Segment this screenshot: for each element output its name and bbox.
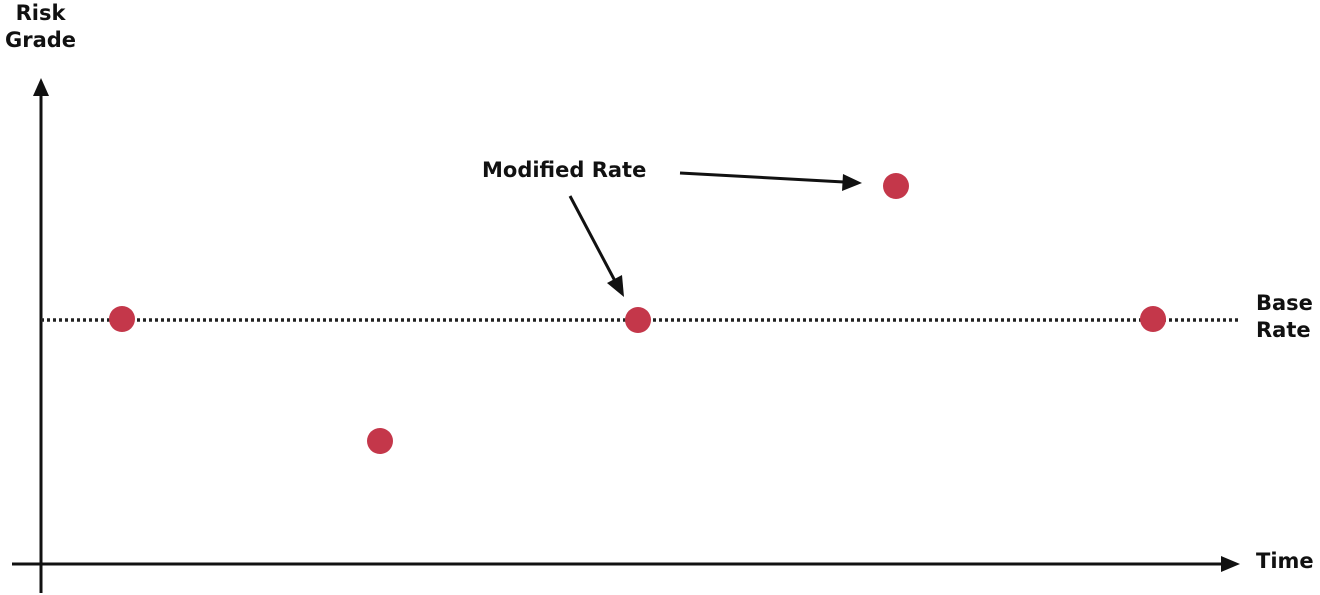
annotation-arrow-right — [679, 171, 845, 184]
modified-rate-label: Modified Rate — [482, 158, 647, 182]
base-rate-label: Base Rate — [1256, 290, 1313, 344]
base-rate-label-line1: Base — [1256, 291, 1313, 315]
base-rate-label-line2: Rate — [1256, 318, 1311, 342]
x-axis-arrowhead-icon — [1221, 556, 1240, 572]
annotation-arrowhead-right-icon — [842, 174, 862, 191]
x-axis-label: Time — [1256, 549, 1314, 573]
y-axis-label-line1: Risk — [15, 1, 66, 25]
y-axis-arrowhead-icon — [33, 78, 49, 96]
data-point — [367, 428, 393, 454]
data-point — [883, 173, 909, 199]
data-point — [109, 306, 135, 332]
data-point — [1140, 306, 1166, 332]
data-point — [625, 307, 651, 333]
y-axis-label: Risk Grade — [5, 0, 76, 54]
annotation-arrowhead-down-icon — [607, 275, 624, 297]
annotation-arrow-down — [568, 195, 617, 282]
y-axis-label-line2: Grade — [5, 28, 77, 52]
